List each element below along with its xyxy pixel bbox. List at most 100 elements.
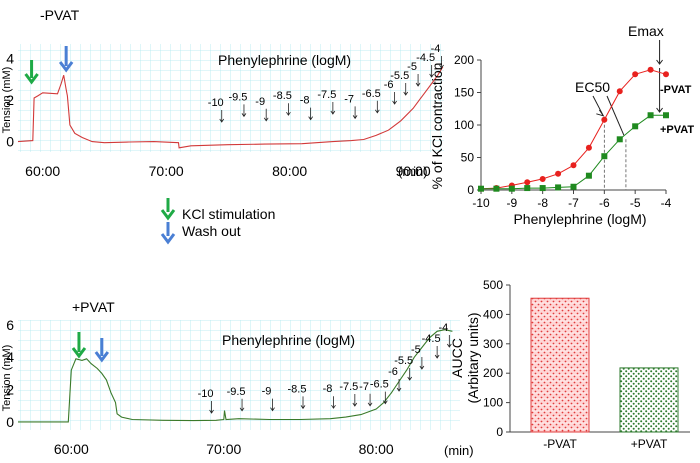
concentration-response-chart: 0 50 100 150 200 -10 -9 -8 -7 -6 -5 -4 % of KCl con… <box>429 23 694 227</box>
y-tick-label: 300 <box>483 337 503 351</box>
data-point <box>555 184 562 191</box>
dose-arrow-icon <box>330 102 336 115</box>
grid-background <box>18 320 460 430</box>
y-tick-label: 0 <box>6 134 14 150</box>
x-tick-label: +PVAT <box>631 437 668 451</box>
y-tick-label: 400 <box>483 307 503 321</box>
dose-label: -5 <box>411 344 421 356</box>
x-axis-unit: (min) <box>398 164 428 179</box>
aucc-bar-chart: 0 100 200 300 400 500 -PVAT +PVAT AUCC (Arbita… <box>449 278 690 451</box>
dose-label: -10 <box>198 388 214 400</box>
data-point <box>524 179 531 186</box>
ec50-pointer-icon <box>606 95 625 136</box>
dose-label: -8 <box>300 95 310 107</box>
dose-label: -7.5 <box>317 89 336 101</box>
trace-no-pvat-panel: -PVAT Phenylephrine (logM) Tension (mM) … <box>1 7 444 179</box>
series-label-no-pvat: -PVAT <box>660 84 692 96</box>
series-label-pvat: +PVAT <box>660 124 694 136</box>
dose-arrow-icon <box>407 368 413 381</box>
dose-label: -7 <box>359 381 369 393</box>
kcl-arrow-icon <box>71 332 87 359</box>
ec50-pointer-icon <box>592 95 605 117</box>
dose-label: -6.5 <box>370 379 389 391</box>
dose-arrow-icon <box>352 106 358 120</box>
emax-pointer-icon <box>656 40 663 65</box>
dose-label: -5.5 <box>394 355 413 367</box>
dose-label: -7 <box>344 93 354 105</box>
data-point <box>616 136 623 143</box>
dose-arrow-icon <box>382 391 388 405</box>
data-point <box>585 172 592 179</box>
dose-label: -6 <box>384 79 394 91</box>
grid-background <box>18 44 444 152</box>
dose-label: -6.5 <box>362 88 381 100</box>
dose-label: -8.5 <box>273 90 292 102</box>
dose-arrow-icon <box>300 396 306 410</box>
panel-title: +PVAT <box>72 299 115 315</box>
tension-trace <box>17 66 444 149</box>
y-tick-label: 0 <box>496 425 503 439</box>
dose-label: -9 <box>262 386 272 398</box>
dose-arrow-icon <box>270 398 275 412</box>
data-point <box>663 71 669 78</box>
x-tick-label: 70:00 <box>149 163 184 179</box>
dose-arrow-icon <box>219 110 225 123</box>
dose-label: -5.5 <box>390 70 409 82</box>
emax-pointer-icon <box>656 68 663 113</box>
phenylephrine-annotation: Phenylephrine (logM) <box>218 52 351 68</box>
y-tick-label: 0 <box>6 414 14 430</box>
dose-arrow-icon <box>429 65 434 78</box>
dose-arrow-icon <box>403 83 409 96</box>
dose-label: -5 <box>407 61 417 73</box>
x-tick-label: -9 <box>506 196 517 210</box>
y-axis-label: % of KCl contraction <box>429 63 445 190</box>
series-line-0 <box>480 69 667 190</box>
x-tick-label: 80:00 <box>272 163 307 179</box>
y-tick-label: 50 <box>461 151 475 165</box>
data-point <box>539 185 546 192</box>
data-point <box>663 112 669 119</box>
emax-label: Emax <box>628 23 664 39</box>
dose-label: -9 <box>255 96 265 108</box>
dose-arrow-icon <box>415 74 421 87</box>
dose-label: -7.5 <box>339 381 358 393</box>
panel-title: -PVAT <box>40 7 80 23</box>
x-tick-label: 80:00 <box>359 441 394 457</box>
x-axis-unit: (min) <box>444 443 474 458</box>
data-point <box>493 185 500 192</box>
wash-legend-label: Wash out <box>182 223 241 239</box>
x-tick-label: -PVAT <box>543 437 577 451</box>
kcl-arrow-icon <box>160 198 176 221</box>
data-point <box>539 175 546 182</box>
dose-label: -4.5 <box>416 52 435 64</box>
y-tick-label: 2 <box>6 92 14 108</box>
series-line-1 <box>481 114 666 190</box>
x-tick-label: -8 <box>537 196 548 210</box>
dose-arrow-icon <box>374 100 380 114</box>
bar <box>619 367 679 433</box>
dose-arrow-icon <box>392 92 397 105</box>
data-point <box>570 183 577 190</box>
dose-arrow-icon <box>263 108 269 122</box>
dose-label: -8.5 <box>288 383 307 395</box>
arrow-head <box>58 61 74 73</box>
tension-trace <box>18 329 453 423</box>
dose-arrow-icon <box>239 398 245 412</box>
x-tick-label: -5 <box>630 196 641 210</box>
dose-label: -6 <box>388 366 398 378</box>
dose-arrow-icon <box>209 401 214 414</box>
arrow-head <box>24 73 39 85</box>
arrow-head <box>71 347 87 359</box>
y-tick-label: 2 <box>6 382 14 398</box>
dose-label: -9.5 <box>227 386 246 398</box>
stimulus-legend: KCl stimulation Wash out <box>160 198 275 245</box>
kcl-arrow-icon <box>24 60 39 85</box>
x-tick-label: -4 <box>661 196 672 210</box>
data-point <box>601 153 608 160</box>
x-tick-label: -6 <box>599 196 610 210</box>
dose-arrow-icon <box>352 394 358 407</box>
dose-arrow-icon <box>446 335 452 348</box>
y-tick-label: 150 <box>454 86 474 100</box>
y-tick-label: 200 <box>454 53 474 67</box>
y-tick-label: 100 <box>454 118 474 132</box>
